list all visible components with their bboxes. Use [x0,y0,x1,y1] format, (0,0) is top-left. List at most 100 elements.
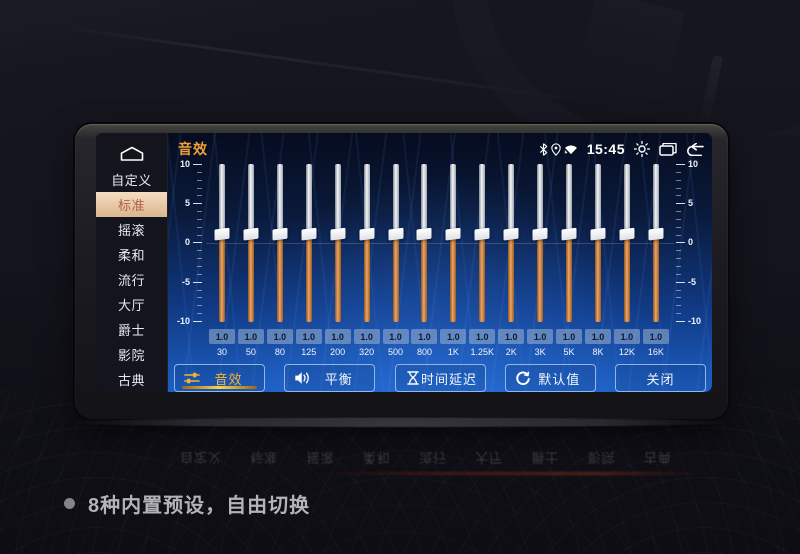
bullet-dot [64,498,75,509]
slider-handle[interactable] [445,227,461,241]
slider-handle[interactable] [243,227,259,241]
axis-label: -5 [688,276,697,287]
reflection-label: 古典 [643,450,672,465]
button-label: 音效 [214,371,243,387]
button-label: 默认值 [538,371,581,387]
sidebar-preset-item[interactable]: 自定义 [96,167,167,192]
band-gain-value: 1.0 [411,329,438,344]
eq-slider[interactable] [590,164,606,322]
slider-track [276,164,283,322]
slider-handle[interactable] [561,227,577,241]
eq-band: 1.0 500 [382,164,409,357]
brightness-icon[interactable] [634,141,650,157]
eq-band: 1.0 8K [584,164,611,357]
eq-slider[interactable] [532,164,548,322]
eq-slider[interactable] [648,164,664,322]
head-unit-device: 自定义 标准 摇滚 柔和 流行 大厅 爵士 影院 古典 音效 15:45 [75,124,728,419]
axis-tick [676,179,706,181]
eq-band: 1.0 125 [295,164,322,357]
eq-slider[interactable] [330,164,346,322]
eq-slider[interactable] [416,164,432,322]
band-gain-value: 1.0 [353,329,380,344]
sidebar-preset-item[interactable]: 影院 [96,342,167,367]
band-gain-value: 1.0 [584,329,611,344]
slider-handle[interactable] [301,227,317,241]
eq-slider[interactable] [359,164,375,322]
home-button[interactable] [96,140,167,167]
steering-wheel-shape [452,0,800,135]
reflection-label: 大厅 [475,450,504,465]
slider-handle[interactable] [474,227,490,241]
eq-band: 1.0 3K [527,164,554,357]
band-gain-value: 1.0 [527,329,554,344]
eq-slider[interactable] [301,164,317,322]
band-frequency-label: 80 [274,347,285,357]
bottom-button[interactable]: 音效 [174,364,265,392]
sidebar-preset-item[interactable]: 标准 [96,192,167,217]
sidebar-preset-item[interactable]: 大厅 [96,292,167,317]
sidebar-preset-item[interactable]: 爵士 [96,317,167,342]
slider-handle[interactable] [590,227,606,241]
recent-windows-icon[interactable] [659,143,677,156]
preset-label: 柔和 [117,248,145,263]
sidebar-preset-item[interactable]: 流行 [96,267,167,292]
bottom-button[interactable]: 平衡 [284,364,376,392]
axis-tick: 0 [676,238,706,247]
speaker-icon [294,371,310,385]
axis-tick [172,234,202,236]
eq-slider[interactable] [214,164,230,322]
axis-label: 0 [184,237,190,248]
band-gain-value: 1.0 [613,329,640,344]
slider-handle[interactable] [330,227,346,241]
eq-slider[interactable] [474,164,490,322]
preset-label: 摇滚 [117,223,145,238]
slider-handle[interactable] [503,227,519,241]
band-frequency-label: 12K [618,347,635,357]
sidebar-preset-item[interactable]: 古典 [96,367,167,392]
axis-tick [676,195,706,197]
back-icon[interactable] [686,143,704,156]
eq-slider[interactable] [561,164,577,322]
slider-handle[interactable] [619,227,635,241]
eq-band: 1.0 5K [556,164,583,357]
eq-slider[interactable] [243,164,259,322]
sidebar-preset-item[interactable]: 摇滚 [96,217,167,242]
axis-tick [172,211,202,213]
slider-handle[interactable] [648,227,664,241]
preset-label: 古典 [117,373,145,388]
axis-tick [172,258,202,260]
slider-handle[interactable] [416,227,432,241]
bottom-button[interactable]: 默认值 [504,364,596,392]
band-frequency-label: 320 [359,347,375,357]
slider-handle[interactable] [214,227,230,241]
band-frequency-label: 2K [505,347,517,357]
eq-band: 1.0 16K [642,164,669,357]
preset-label: 爵士 [117,323,145,338]
slider-handle[interactable] [359,227,375,241]
button-label: 时间延迟 [420,371,477,387]
eq-slider[interactable] [503,164,519,322]
slider-handle[interactable] [532,227,548,241]
eq-slider[interactable] [272,164,288,322]
slider-track [537,164,544,322]
device-base-highlight [62,418,738,427]
eq-band: 1.0 800 [411,164,438,357]
eq-slider[interactable] [388,164,404,322]
eq-band: 1.0 1.25K [469,164,496,357]
zero-gridline [206,243,674,244]
axis-tick [676,250,706,252]
axis-tick [676,297,706,299]
reflection-label: 影院 [587,450,616,465]
eq-slider[interactable] [619,164,635,322]
bottom-button[interactable]: 时间延迟 [394,364,486,392]
band-frequency-label: 5K [563,347,575,357]
bottom-button[interactable]: 关闭 [615,364,706,392]
eq-band: 1.0 50 [237,164,264,357]
eq-band: 1.0 80 [266,164,293,357]
eq-slider[interactable] [445,164,461,322]
slider-handle[interactable] [272,227,288,241]
sidebar-preset-item[interactable]: 柔和 [96,242,167,267]
eq-band: 1.0 200 [324,164,351,357]
slider-handle[interactable] [388,227,404,241]
axis-tick: 0 [172,238,202,247]
